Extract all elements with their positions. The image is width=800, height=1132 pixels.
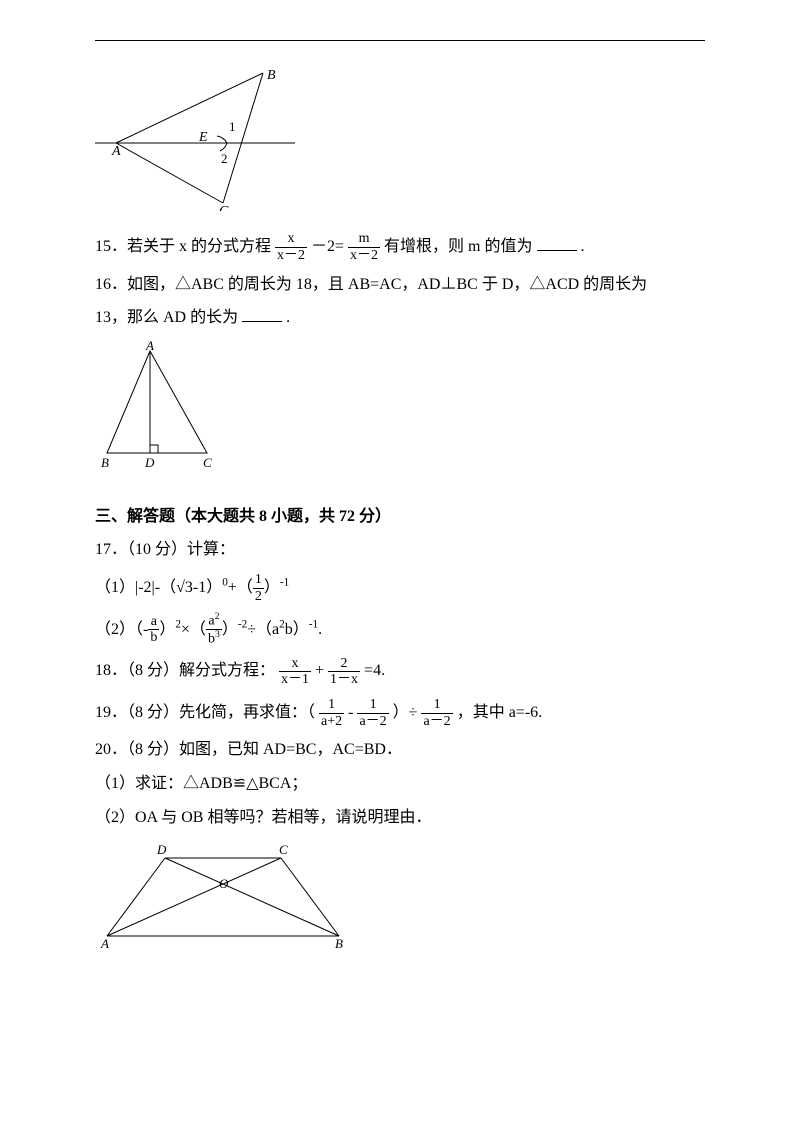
exam-page: A B C E 1 2 15．若关于 x 的分式方程 x x－2 －2= m x… xyxy=(0,0,800,1132)
q20-l3: （2）OA 与 OB 相等吗？若相等，请说明理由． xyxy=(95,801,705,835)
label-B: B xyxy=(335,936,343,950)
exp-1b: -1 xyxy=(309,618,318,630)
q18: 18．（8 分）解分式方程： xx－1 + 21－x =4. xyxy=(95,650,705,692)
label-B: B xyxy=(101,455,109,470)
q17-p1-d: ） xyxy=(264,579,280,596)
label-B: B xyxy=(267,68,276,83)
q15-text-b: 有增根，则 m 的值为 xyxy=(384,238,532,255)
figure-q14: A B C E 1 2 xyxy=(95,61,705,216)
q19-c: ）÷ xyxy=(393,704,418,721)
label-C: C xyxy=(279,842,288,857)
exp-1a: -1 xyxy=(280,577,289,589)
q17-p2-b: ） xyxy=(159,621,175,638)
section3-heading: 三、解答题（本大题共 8 小题，共 72 分） xyxy=(95,500,705,534)
spacer xyxy=(95,486,705,500)
q19: 19．（8 分）先化简，再求值：（ 1a+2 - 1a－2 ）÷ 1a－2 ，其… xyxy=(95,692,705,734)
q16-blank xyxy=(242,305,282,322)
q16-l2-period: . xyxy=(286,309,290,326)
exp-2: -2 xyxy=(238,618,247,630)
q15-period: . xyxy=(581,238,585,255)
label-2: 2 xyxy=(221,151,228,166)
top-rule xyxy=(95,40,705,41)
q19-f3: 1a－2 xyxy=(421,697,452,729)
q18-eq: =4. xyxy=(364,662,385,679)
q17-p2-g: . xyxy=(318,621,322,638)
q16-l1: 16．如图，△ABC 的周长为 18，且 AB=AC，AD⊥BC 于 D，△AC… xyxy=(95,268,705,302)
q18-f2: 21－x xyxy=(328,656,360,688)
q17-p2: （2）（-ab）2×（a2b3）-2÷（a2b）-1. xyxy=(95,609,705,651)
q15: 15．若关于 x 的分式方程 x x－2 －2= m x－2 有增根，则 m 的… xyxy=(95,226,705,268)
q17-p2-e: ÷（a xyxy=(247,621,279,638)
q18-a: 18．（8 分）解分式方程： xyxy=(95,662,275,679)
figure-q16: A B C D xyxy=(95,341,705,476)
sqrt3: √3 xyxy=(176,579,193,596)
q20-l1: 20．（8 分）如图，已知 AD=BC，AC=BD． xyxy=(95,733,705,767)
q15-mid: －2= xyxy=(311,238,344,255)
q19-f2: 1a－2 xyxy=(357,697,388,729)
q16-l2: 13，那么 AD 的长为 . xyxy=(95,301,705,335)
label-A: A xyxy=(100,936,109,950)
q16-l2-text: 13，那么 AD 的长为 xyxy=(95,309,238,326)
q17-head: 17．（10 分）计算： xyxy=(95,533,705,567)
q17-p2-a: （2）（- xyxy=(95,621,148,638)
label-D: D xyxy=(156,842,167,857)
q17-p1-frac: 12 xyxy=(253,572,264,604)
q15-frac2: m x－2 xyxy=(348,231,380,263)
q19-d: ，其中 a=-6. xyxy=(457,704,542,721)
q17-p2-d: ） xyxy=(222,621,238,638)
q18-plus: + xyxy=(315,662,324,679)
q17-p2-f: b） xyxy=(285,621,309,638)
q17-p1-c: +（ xyxy=(228,579,253,596)
q17-p2-f1: ab xyxy=(148,614,159,646)
label-D: D xyxy=(144,455,155,470)
q17-p1: （1）|-2|-（√3-1）0+（12）-1 xyxy=(95,567,705,609)
figure-q20: A B D C O xyxy=(95,840,705,955)
q15-frac1: x x－2 xyxy=(275,231,307,263)
q19-b: - xyxy=(348,704,353,721)
q17-p2-c: ×（ xyxy=(181,621,206,638)
label-O: O xyxy=(219,876,229,891)
label-A: A xyxy=(111,144,121,159)
label-1: 1 xyxy=(229,119,236,134)
q15-blank xyxy=(537,234,577,251)
label-E: E xyxy=(198,130,208,145)
q17-p2-f2: a2b3 xyxy=(206,612,222,647)
q19-a: 19．（8 分）先化简，再求值：（ xyxy=(95,704,315,721)
q17-p1-b: -1） xyxy=(193,579,222,596)
label-C: C xyxy=(219,204,229,211)
q17-p1-a: （1）|-2|-（ xyxy=(95,579,176,596)
q18-f1: xx－1 xyxy=(279,656,311,688)
q20-l2: （1）求证：△ADB≌△BCA； xyxy=(95,767,705,801)
label-A: A xyxy=(145,341,154,353)
q19-f1: 1a+2 xyxy=(319,697,344,729)
q15-text-a: 15．若关于 x 的分式方程 xyxy=(95,238,271,255)
label-C: C xyxy=(203,455,212,470)
